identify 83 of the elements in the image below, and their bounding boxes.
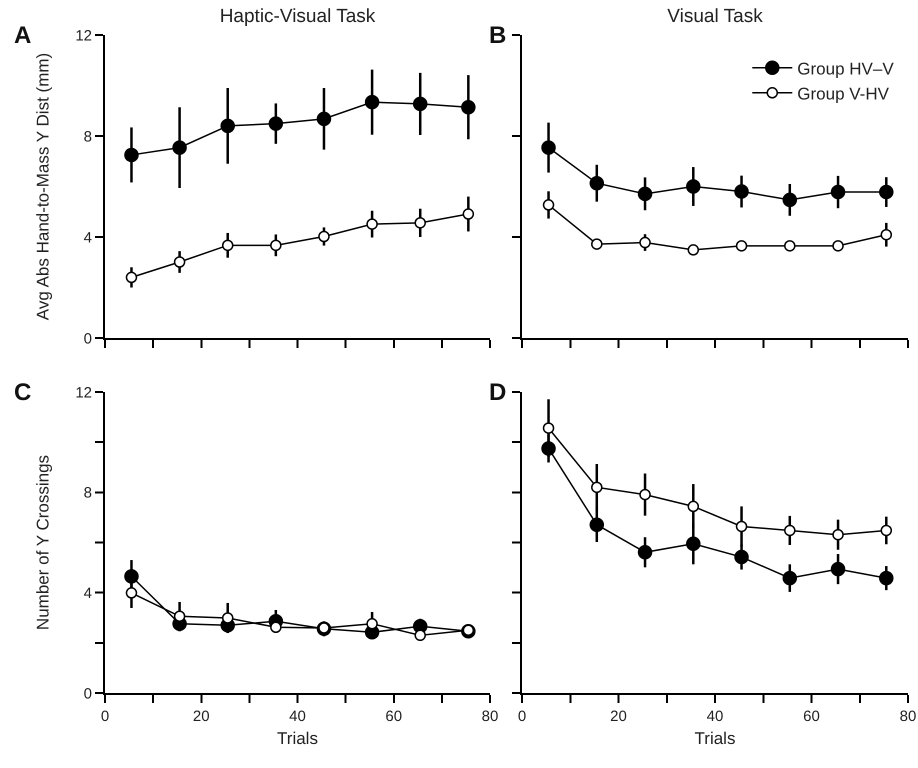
point bbox=[542, 199, 554, 211]
annotation: B bbox=[489, 22, 506, 49]
point bbox=[174, 256, 186, 268]
point bbox=[880, 228, 892, 240]
point bbox=[590, 517, 604, 532]
point bbox=[879, 570, 894, 586]
point bbox=[734, 550, 749, 564]
point bbox=[316, 112, 332, 126]
x-tick-label: 80 bbox=[900, 708, 916, 725]
x-axis-title: Trials bbox=[277, 728, 318, 748]
point bbox=[268, 116, 284, 131]
x-tick-label: 20 bbox=[192, 708, 210, 725]
point bbox=[736, 520, 748, 532]
point bbox=[542, 422, 554, 434]
point bbox=[590, 176, 604, 190]
point bbox=[461, 100, 476, 114]
point bbox=[414, 217, 426, 229]
y-tick-label: 12 bbox=[75, 384, 92, 402]
x-tick-label: 0 bbox=[518, 708, 526, 725]
text: A bbox=[14, 22, 32, 49]
point bbox=[412, 96, 428, 112]
point bbox=[414, 630, 426, 642]
point bbox=[126, 587, 138, 599]
chart-title: Haptic-Visual Task bbox=[220, 6, 376, 27]
point bbox=[832, 240, 844, 252]
x-axis-title: Trials bbox=[694, 728, 736, 748]
y-tick-label: 0 bbox=[84, 330, 92, 348]
point bbox=[639, 488, 651, 500]
point bbox=[784, 524, 796, 536]
point bbox=[270, 240, 282, 252]
y-tick-label: 12 bbox=[75, 27, 92, 44]
x-tick-label: 40 bbox=[289, 708, 306, 725]
y-tick-label: 0 bbox=[84, 685, 92, 702]
point bbox=[222, 612, 234, 624]
chart-title: Visual Task bbox=[667, 6, 764, 27]
point bbox=[688, 244, 700, 256]
point bbox=[638, 545, 652, 560]
point bbox=[126, 272, 138, 284]
x-tick-label: 60 bbox=[385, 708, 402, 725]
legend-label: Group HV–V bbox=[797, 59, 894, 78]
point bbox=[830, 184, 846, 200]
y-tick-label: 4 bbox=[84, 229, 92, 246]
legend-label: Group V-HV bbox=[797, 84, 890, 104]
x-tick-label: 40 bbox=[706, 708, 724, 725]
point bbox=[830, 562, 846, 576]
point bbox=[270, 622, 282, 634]
point bbox=[784, 240, 796, 252]
point bbox=[174, 610, 186, 622]
point bbox=[734, 184, 749, 199]
point bbox=[364, 94, 380, 110]
x-tick-label: 0 bbox=[100, 708, 110, 725]
point bbox=[462, 208, 474, 220]
point bbox=[832, 528, 844, 540]
point bbox=[686, 179, 701, 194]
point bbox=[591, 238, 603, 250]
point bbox=[688, 500, 700, 512]
x-tick-label: 60 bbox=[803, 708, 820, 725]
point bbox=[220, 118, 235, 134]
point bbox=[638, 186, 652, 202]
y-tick-label: 8 bbox=[84, 484, 92, 502]
y-tick-label: 8 bbox=[84, 128, 92, 146]
point bbox=[541, 140, 556, 155]
point bbox=[591, 482, 603, 494]
y-axis-title: Avg Abs Hand-to-Mass Y Dist (mm) bbox=[34, 52, 52, 320]
y-tick-label: 4 bbox=[84, 584, 92, 602]
y-axis-title: Number of Y Crossings bbox=[34, 454, 52, 630]
text: C bbox=[14, 379, 32, 406]
x-tick-label: 80 bbox=[482, 708, 498, 725]
point bbox=[366, 218, 378, 230]
point bbox=[686, 536, 701, 551]
annotation: D bbox=[489, 379, 506, 406]
point bbox=[172, 140, 187, 155]
point bbox=[639, 236, 651, 248]
point bbox=[736, 240, 748, 252]
point bbox=[124, 148, 139, 162]
point bbox=[782, 570, 798, 586]
point bbox=[318, 230, 330, 242]
point bbox=[879, 184, 894, 200]
x-tick-label: 20 bbox=[610, 708, 627, 725]
point bbox=[880, 524, 892, 536]
point bbox=[222, 240, 234, 252]
point bbox=[124, 569, 139, 584]
point bbox=[782, 192, 798, 208]
